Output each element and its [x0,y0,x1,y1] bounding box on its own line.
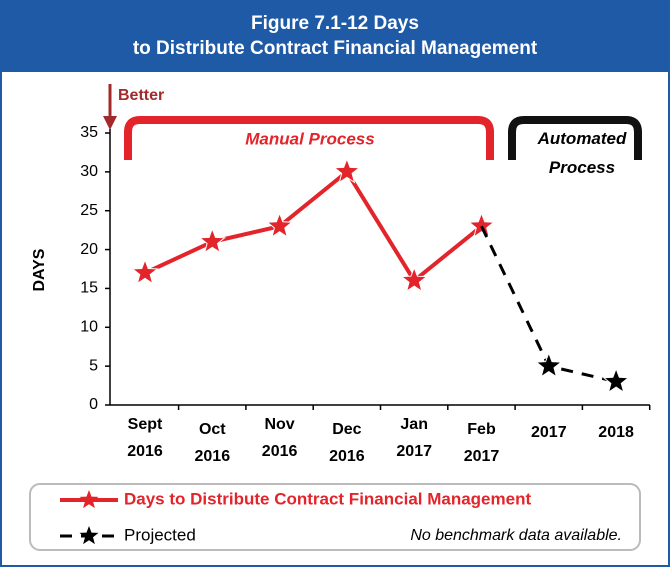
legend-label: Days to Distribute Contract Financial Ma… [124,489,531,508]
x-tick-label: Jan 2017 [396,416,432,460]
y-tick-label: 5 [89,357,98,374]
automated-label: Automated Process [537,129,627,177]
y-tick-label: 20 [80,241,98,258]
legend-box [29,483,641,551]
data-point [333,157,361,184]
x-tick-label: 2017 [531,424,567,441]
note: No benchmark data available. [410,527,622,544]
x-tick-label: Nov 2016 [262,416,298,460]
y-tick-label: 35 [80,124,98,141]
data-point [467,211,496,238]
data-point [265,211,294,238]
header [1,1,669,72]
x-tick-label: Sept 2016 [127,416,163,460]
manual-bracket [124,116,494,160]
y-tick-label: 15 [80,280,98,297]
data-point [131,258,159,285]
better-label: Better [118,87,164,104]
legend-star [79,490,99,509]
automated-bracket [508,116,642,160]
x-tick-label: 2018 [598,424,634,441]
y-axis-label: DAYS [31,248,48,291]
y-tick-label: 10 [80,319,98,336]
chart-title: Figure 7.1-12 Days to Distribute Contract… [133,13,538,59]
data-point [535,351,563,378]
legend-star [79,526,99,545]
x-tick-label: Feb 2017 [464,421,500,465]
legend-label: Projected [124,525,196,544]
y-tick-label: 25 [80,202,98,219]
series-line [144,168,483,284]
y-tick-label: 0 [89,396,98,413]
manual-label: Manual Process [245,129,374,148]
data-point [400,266,428,293]
x-tick-label: Oct 2016 [195,421,231,465]
data-point [602,367,630,394]
y-tick-label: 30 [80,163,98,180]
better-arrowhead [103,116,117,130]
x-tick-label: Dec 2016 [329,421,365,465]
data-point [198,227,227,254]
